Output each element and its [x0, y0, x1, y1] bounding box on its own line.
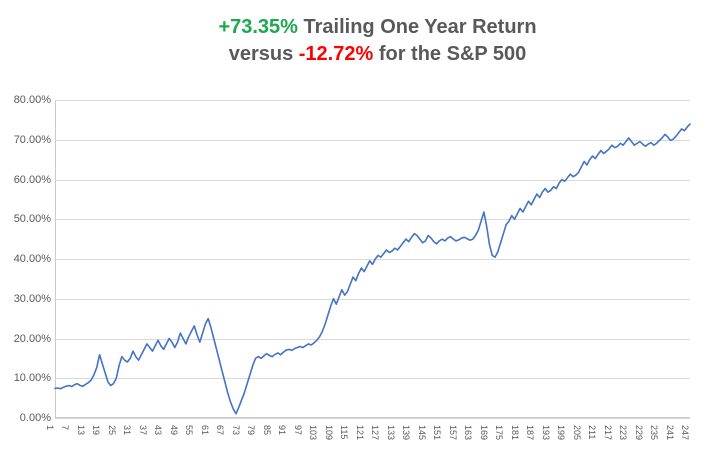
y-axis-label-1: 10.00%: [5, 372, 51, 384]
x-axis-label-79: 79: [246, 425, 256, 435]
x-axis-label-55: 55: [184, 425, 194, 435]
x-axis-label-241: 241: [665, 425, 675, 440]
y-axis-label-6: 60.00%: [5, 174, 51, 186]
y-axis-label-4: 40.00%: [5, 253, 51, 265]
return-line-chart: [55, 100, 690, 418]
x-axis-label-103: 103: [308, 425, 318, 440]
return-data-line: [55, 124, 690, 414]
title-segment2: Trailing One Year Return: [304, 16, 537, 38]
x-axis-label-181: 181: [510, 425, 520, 440]
x-axis-label-133: 133: [386, 425, 396, 440]
x-axis-label-199: 199: [556, 425, 566, 440]
x-axis-label-247: 247: [680, 425, 690, 440]
x-axis-label-193: 193: [541, 425, 551, 440]
chart-card: +73.35% Trailing One Year Return versus …: [0, 0, 705, 452]
x-axis-label-43: 43: [153, 425, 163, 435]
x-axis-label-139: 139: [401, 425, 411, 440]
x-axis-label-13: 13: [76, 425, 86, 435]
chart-title: +73.35% Trailing One Year Return versus …: [60, 14, 695, 68]
x-axis-label-163: 163: [463, 425, 473, 440]
x-axis-label-121: 121: [355, 425, 365, 440]
x-axis-label-85: 85: [262, 425, 272, 435]
x-axis-label-73: 73: [231, 425, 241, 435]
x-axis-label-61: 61: [200, 425, 210, 435]
x-axis-label-37: 37: [138, 425, 148, 435]
x-axis-label-229: 229: [634, 425, 644, 440]
x-axis-label-223: 223: [618, 425, 628, 440]
x-axis-label-217: 217: [603, 425, 613, 440]
x-axis-label-7: 7: [60, 425, 70, 430]
y-axis-label-5: 50.00%: [5, 213, 51, 225]
x-axis-label-97: 97: [293, 425, 303, 435]
x-axis-label-169: 169: [479, 425, 489, 440]
y-axis-label-0: 0.00%: [5, 412, 51, 424]
y-axis-label-7: 70.00%: [5, 134, 51, 146]
y-axis-label-2: 20.00%: [5, 333, 51, 345]
x-axis-label-49: 49: [169, 425, 179, 435]
x-axis-label-157: 157: [448, 425, 458, 440]
x-axis-label-235: 235: [649, 425, 659, 440]
x-axis-label-151: 151: [432, 425, 442, 440]
y-axis-label-8: 80.00%: [5, 94, 51, 106]
x-axis-label-145: 145: [417, 425, 427, 440]
x-axis-label-67: 67: [215, 425, 225, 435]
x-axis-label-91: 91: [277, 425, 287, 435]
negative-return-text: -12.72%: [299, 43, 374, 65]
title-segment3: versus: [229, 43, 294, 65]
x-axis-label-205: 205: [572, 425, 582, 440]
x-axis-label-187: 187: [525, 425, 535, 440]
title-segment5: for the S&P 500: [379, 43, 526, 65]
plot-area: 0.00% 10.00% 20.00% 30.00% 40.00% 50.00%…: [55, 100, 690, 418]
positive-return-text: +73.35%: [218, 16, 298, 38]
x-axis-label-109: 109: [324, 425, 334, 440]
x-axis-label-175: 175: [494, 425, 504, 440]
x-axis-label-19: 19: [91, 425, 101, 435]
y-axis-label-3: 30.00%: [5, 293, 51, 305]
x-axis-label-127: 127: [370, 425, 380, 440]
x-axis-labels: 1 7 13 19 25 31 37 43 49 55 61 67 73 79 85 91 97 103 109 11…: [55, 418, 690, 458]
x-axis-label-211: 211: [587, 425, 597, 439]
x-axis-label-115: 115: [339, 425, 349, 439]
x-axis-label-31: 31: [122, 425, 132, 435]
x-axis-label-25: 25: [107, 425, 117, 435]
x-axis-label-1: 1: [45, 425, 55, 430]
